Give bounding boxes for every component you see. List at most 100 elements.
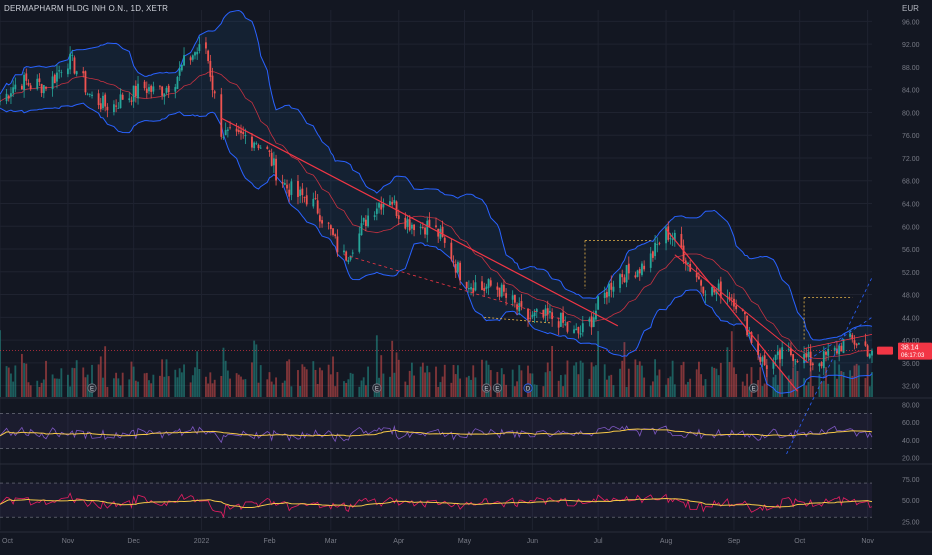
candle-body [871,350,873,356]
osc1-tick-label: 80.00 [902,402,920,409]
candle-body [711,286,713,296]
candle-body [150,85,153,92]
candle-body [23,74,26,91]
candle-body [408,219,411,231]
candle-body [566,322,569,332]
volume-bar [58,378,61,397]
candle-body [643,265,646,270]
oscillator-1-layer [0,412,873,450]
candle-body [25,73,28,81]
osc2-tick-label: 25.00 [902,519,920,526]
candle-body [595,310,597,320]
volume-bar [612,385,615,397]
osc1-band [0,413,872,449]
trendline [343,254,575,324]
countdown-label: 06:17:03 [901,353,925,359]
time-axis-label: Nov [62,538,75,545]
volume-bar [542,386,545,397]
candle-body [781,347,784,359]
moving-average-line [0,71,873,360]
candle-body [822,351,825,369]
time-axis-label: Apr [393,538,405,545]
volume-bar [375,335,378,397]
candle-body [86,93,89,95]
candle-body [343,250,345,253]
price-tick-label: 68.00 [902,179,920,186]
candle-body [205,42,207,49]
candle-body [189,57,192,61]
volume-bar [99,356,102,397]
volume-bar [316,383,319,397]
osc1-tick-label: 60.00 [902,420,920,427]
candle-body [726,296,729,297]
volume-bar [726,347,729,397]
volume-bar [14,365,17,397]
candle-body [807,351,810,358]
candle-body [842,339,845,353]
candle-body [332,228,334,235]
candle-body [562,312,564,323]
volume-bar [485,360,488,397]
candle-body [351,252,354,254]
volume-bar [222,347,225,397]
volume-bar [641,365,643,397]
volume-bar [840,371,843,397]
volume-bar [651,381,654,397]
candle-body [542,309,545,318]
volume-bar [367,366,369,397]
candle-body [316,200,319,214]
candle-body [450,242,453,260]
osc1-tick-label: 40.00 [902,438,920,445]
volume-bar [318,367,321,397]
price-tick-label: 84.00 [902,88,920,95]
axis-layer: 96.00 92.00 88.00 84.00 80.00 76.00 72.00 68.00… [2,19,932,545]
candle-body [485,286,488,290]
candle-body [152,86,155,92]
candle-body [82,71,85,74]
candle-body [713,288,716,293]
volume-bar [638,361,641,397]
volume-bar [397,359,400,397]
candle-body [345,251,348,261]
candle-body [564,323,567,325]
time-axis-label: Aug [660,538,673,545]
price-tick-label: 40.00 [902,338,920,345]
last-price-label: 38.14 [901,345,919,352]
volume-bar [546,362,549,397]
candle-body [853,340,856,345]
volume-bar [456,365,459,397]
candle-body [695,273,698,278]
price-tick-label: 48.00 [902,293,920,300]
volume-bar [822,380,825,397]
volume-bar [781,372,784,397]
candle-body [336,236,339,253]
volume-bar [625,386,628,397]
volume-bar [634,359,637,397]
osc1-tick-label: 20.00 [902,456,920,463]
symbol-tag [877,346,893,355]
volume-bar [259,365,262,397]
candle-body [671,238,674,240]
volume-bar [10,373,12,397]
volume-bar [391,340,394,397]
volume-bar [45,360,47,397]
osc1-fast-line [0,424,873,444]
volume-bar [327,364,330,397]
candle-body [496,286,499,290]
volume-bar [419,366,422,397]
volume-bar [836,378,838,397]
candle-body [833,347,836,351]
volume-bar [358,386,361,397]
volume-bar [395,352,398,397]
trendline [665,228,798,392]
volume-bar [772,377,775,397]
candle-body [73,57,76,74]
candle-body [597,296,600,310]
candle-body [673,232,676,241]
candle-body [684,260,687,265]
candle-body [410,224,413,229]
